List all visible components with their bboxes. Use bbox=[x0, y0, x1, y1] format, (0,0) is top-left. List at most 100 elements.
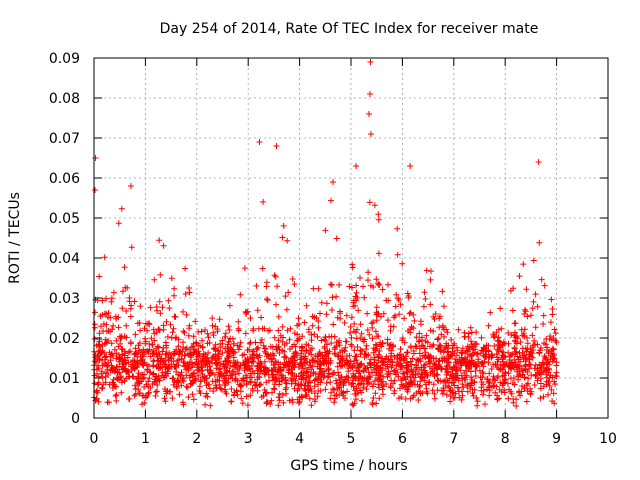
data-point bbox=[314, 333, 321, 340]
data-point bbox=[485, 322, 492, 329]
data-point bbox=[269, 389, 275, 396]
data-point bbox=[373, 400, 380, 407]
x-tick-label: 1 bbox=[141, 431, 150, 447]
data-point bbox=[438, 387, 445, 394]
data-point bbox=[330, 179, 336, 185]
data-point bbox=[464, 388, 471, 395]
data-point bbox=[368, 364, 375, 371]
data-point bbox=[205, 357, 212, 364]
data-point bbox=[552, 330, 559, 337]
data-point bbox=[529, 305, 536, 312]
data-point bbox=[275, 394, 282, 401]
data-point bbox=[353, 297, 360, 304]
data-point bbox=[552, 381, 558, 388]
data-point bbox=[139, 392, 146, 399]
data-point bbox=[237, 291, 244, 298]
data-point bbox=[141, 399, 148, 406]
data-point bbox=[477, 374, 484, 381]
data-point bbox=[505, 330, 512, 336]
data-point bbox=[536, 370, 543, 377]
data-point bbox=[524, 313, 531, 320]
data-point bbox=[404, 388, 411, 395]
data-point bbox=[460, 384, 467, 391]
data-point bbox=[521, 311, 528, 317]
data-point bbox=[202, 327, 208, 333]
data-point bbox=[159, 348, 166, 355]
data-point bbox=[156, 377, 163, 384]
data-point bbox=[519, 349, 526, 356]
data-point bbox=[357, 351, 364, 358]
data-point bbox=[299, 344, 306, 351]
data-point bbox=[295, 315, 302, 322]
data-point bbox=[257, 360, 264, 367]
x-tick-label: 7 bbox=[449, 431, 458, 447]
data-point bbox=[366, 111, 372, 117]
data-point bbox=[95, 341, 102, 348]
data-point bbox=[547, 372, 554, 379]
data-point bbox=[272, 273, 279, 280]
data-point bbox=[339, 390, 346, 397]
data-point bbox=[349, 374, 356, 381]
data-point bbox=[351, 347, 358, 354]
data-point bbox=[373, 317, 380, 324]
data-point bbox=[505, 395, 512, 402]
data-point bbox=[435, 335, 442, 342]
data-point bbox=[402, 384, 409, 391]
data-point bbox=[433, 371, 440, 378]
data-point bbox=[170, 375, 177, 382]
data-point bbox=[241, 351, 248, 358]
data-point bbox=[229, 375, 236, 382]
data-point bbox=[201, 373, 208, 380]
data-point bbox=[507, 375, 514, 382]
data-point bbox=[237, 382, 244, 389]
data-point bbox=[180, 328, 187, 335]
data-point bbox=[270, 362, 277, 369]
data-point bbox=[198, 328, 205, 335]
data-point bbox=[282, 376, 289, 383]
data-point bbox=[410, 378, 417, 384]
data-point bbox=[291, 281, 298, 288]
data-point bbox=[273, 376, 280, 383]
data-point bbox=[336, 308, 343, 315]
data-point bbox=[135, 386, 142, 393]
data-point bbox=[309, 345, 315, 352]
data-point bbox=[159, 369, 166, 376]
data-point bbox=[328, 340, 335, 347]
data-point bbox=[309, 322, 316, 329]
data-point bbox=[406, 310, 413, 317]
data-point bbox=[113, 397, 120, 404]
data-point bbox=[364, 327, 371, 333]
data-point bbox=[353, 353, 360, 360]
data-point bbox=[397, 301, 404, 308]
data-point bbox=[144, 327, 151, 334]
data-point bbox=[507, 287, 514, 294]
data-point bbox=[375, 310, 382, 317]
data-point bbox=[372, 347, 379, 354]
data-point bbox=[239, 400, 246, 407]
data-point bbox=[283, 306, 290, 313]
data-point bbox=[360, 283, 366, 290]
data-point bbox=[466, 351, 473, 358]
data-point bbox=[373, 276, 380, 283]
data-point bbox=[315, 285, 322, 292]
data-point bbox=[260, 198, 267, 205]
data-point bbox=[421, 377, 428, 384]
data-point bbox=[278, 367, 284, 374]
data-point bbox=[422, 296, 429, 302]
data-point bbox=[390, 323, 397, 330]
data-point bbox=[276, 397, 283, 404]
data-point bbox=[376, 348, 383, 354]
data-point bbox=[253, 282, 260, 289]
data-point bbox=[151, 330, 158, 337]
y-tick-label: 0.04 bbox=[49, 251, 80, 267]
data-point bbox=[181, 329, 188, 336]
data-point bbox=[536, 239, 543, 246]
data-point bbox=[280, 399, 287, 406]
data-point bbox=[349, 401, 356, 408]
data-point bbox=[353, 289, 360, 296]
data-point bbox=[397, 366, 404, 373]
data-point bbox=[501, 377, 508, 384]
data-point bbox=[549, 306, 556, 312]
data-point bbox=[410, 394, 416, 401]
data-point bbox=[151, 276, 158, 283]
